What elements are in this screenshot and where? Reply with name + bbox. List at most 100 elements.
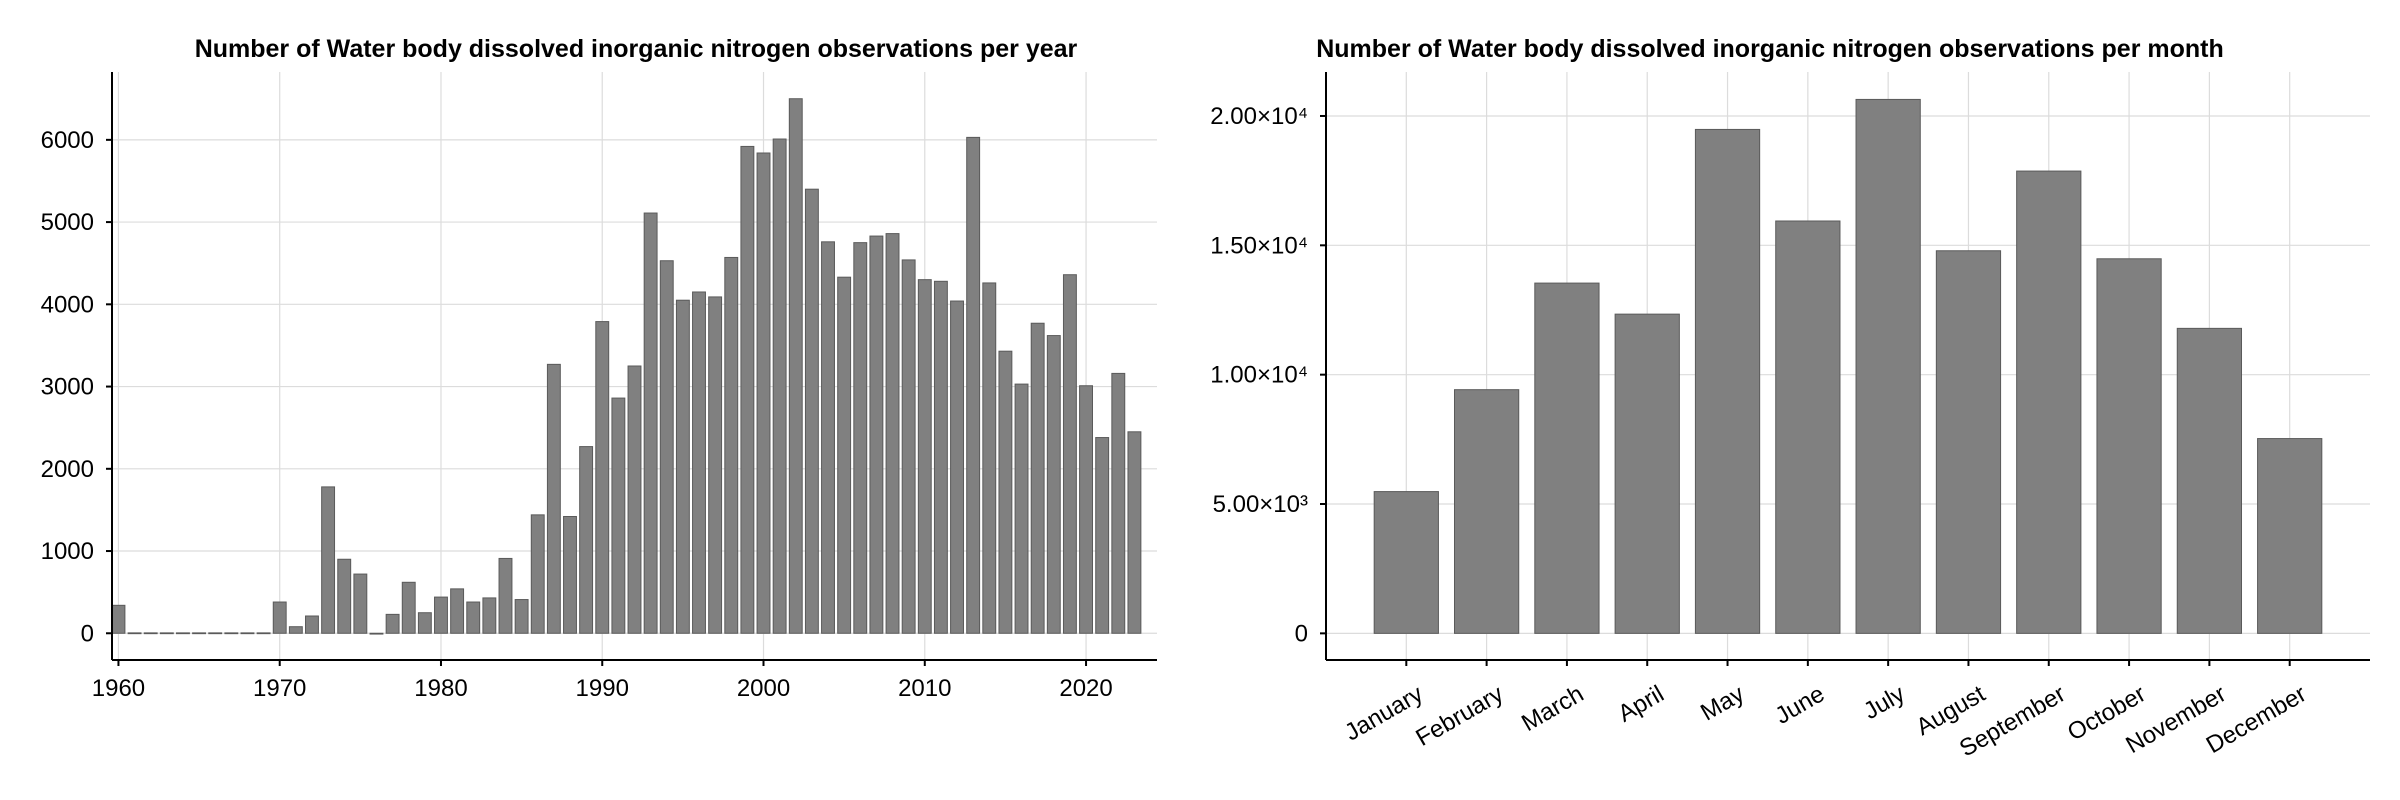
bar-year-1986 — [530, 514, 545, 634]
bar-year-1994 — [659, 260, 674, 634]
bar-year-1969 — [256, 632, 271, 635]
yearly-y-tick-label: 2000 — [41, 456, 94, 483]
bar-year-2004 — [821, 241, 835, 634]
bar-year-2010 — [917, 279, 932, 634]
bar-year-2020 — [1079, 385, 1093, 634]
bar-year-2017 — [1030, 322, 1045, 634]
bar-year-1989 — [579, 446, 594, 634]
yearly-y-tick-label: 5000 — [41, 209, 94, 236]
monthly-x-tick-label: February — [1411, 680, 1508, 751]
monthly-chart: Number of Water body dissolved inorganic… — [1210, 35, 2370, 762]
yearly-bars — [111, 98, 1142, 635]
monthly-x-tick-label: May — [1696, 680, 1749, 726]
bar-year-2006 — [853, 242, 868, 634]
bar-year-2018 — [1046, 335, 1061, 634]
monthly-chart-title: Number of Water body dissolved inorganic… — [1316, 35, 2224, 63]
bar-year-2007 — [869, 235, 884, 634]
bar-year-1977 — [385, 613, 400, 634]
bar-year-2011 — [933, 280, 948, 634]
bar-year-1997 — [708, 296, 723, 634]
bar-month-april — [1614, 313, 1680, 634]
bar-year-2005 — [837, 276, 852, 634]
bar-month-december — [2257, 438, 2323, 634]
bar-month-october — [2096, 258, 2162, 634]
bar-month-november — [2176, 327, 2243, 634]
bar-year-1998 — [724, 256, 739, 634]
bar-year-2008 — [885, 233, 900, 634]
yearly-y-tick-label: 3000 — [41, 374, 94, 401]
monthly-x-tick-label: January — [1340, 680, 1427, 746]
bar-year-1976 — [369, 632, 384, 635]
bar-year-1966 — [208, 632, 223, 635]
bar-year-1975 — [353, 573, 368, 634]
monthly-y-tick-label: 1.00×10⁴ — [1210, 362, 1308, 389]
monthly-axes — [1325, 72, 2370, 661]
yearly-x-tick-label: 1960 — [92, 675, 145, 702]
bar-year-2014 — [982, 282, 997, 634]
bar-year-1962 — [143, 632, 158, 635]
yearly-y-tick-label: 0 — [81, 620, 94, 647]
yearly-axes — [111, 72, 1157, 661]
bar-year-1993 — [643, 212, 658, 634]
bar-month-july — [1855, 98, 1921, 634]
bar-year-1984 — [498, 557, 513, 634]
yearly-ticks: 1960 1970 1980 1990 2000 2010 2020 0 1000 2000 300… — [41, 127, 1113, 702]
bar-year-1963 — [159, 632, 174, 635]
bar-year-1978 — [401, 581, 416, 634]
monthly-bars — [1373, 98, 2323, 634]
bar-month-march — [1534, 282, 1600, 634]
bar-year-2012 — [950, 300, 964, 634]
bar-month-may — [1694, 128, 1761, 634]
bar-year-1971 — [288, 626, 303, 634]
bar-year-2021 — [1095, 437, 1110, 634]
bar-year-1981 — [450, 588, 465, 634]
bar-year-1968 — [240, 632, 255, 635]
bar-year-1995 — [675, 299, 690, 634]
bar-year-1991 — [611, 397, 626, 634]
bar-year-1965 — [192, 632, 207, 635]
yearly-x-tick-label: 1990 — [576, 675, 629, 702]
bar-year-2001 — [772, 138, 787, 634]
bar-year-1964 — [176, 632, 190, 635]
bar-year-2009 — [901, 259, 916, 634]
yearly-y-tick-label: 1000 — [41, 538, 94, 565]
yearly-x-tick-label: 2020 — [1059, 675, 1112, 702]
bar-year-1970 — [272, 601, 287, 634]
monthly-x-tick-label: July — [1859, 680, 1909, 725]
bar-year-2015 — [998, 350, 1013, 634]
yearly-y-tick-label: 4000 — [41, 291, 94, 318]
yearly-chart-title: Number of Water body dissolved inorganic… — [195, 35, 1078, 63]
bar-year-1987 — [546, 363, 561, 634]
bar-year-1982 — [466, 601, 481, 634]
bar-month-september — [2016, 170, 2082, 634]
monthly-y-tick-label: 5.00×10³ — [1213, 491, 1308, 518]
bar-year-1967 — [224, 632, 239, 635]
bar-year-1999 — [740, 145, 755, 634]
bar-year-1972 — [305, 615, 319, 634]
yearly-y-tick-label: 6000 — [41, 127, 94, 154]
bar-year-1996 — [692, 291, 706, 634]
bar-month-august — [1935, 250, 2002, 634]
bar-year-1983 — [482, 597, 497, 634]
yearly-x-tick-label: 1970 — [253, 675, 306, 702]
bar-year-1974 — [337, 558, 352, 634]
bar-year-2019 — [1062, 274, 1077, 634]
bar-month-january — [1373, 491, 1439, 634]
bar-year-1992 — [627, 365, 642, 634]
bar-year-2016 — [1014, 383, 1029, 634]
bar-month-june — [1775, 220, 1841, 634]
bar-year-2013 — [966, 136, 981, 634]
bar-year-1960 — [111, 604, 126, 634]
bar-year-2000 — [756, 152, 771, 634]
monthly-x-tick-label: June — [1771, 680, 1830, 729]
yearly-x-tick-label: 2000 — [737, 675, 790, 702]
bar-year-2023 — [1127, 431, 1142, 634]
yearly-x-tick-label: 1980 — [414, 675, 467, 702]
bar-year-1973 — [321, 486, 336, 634]
bar-month-february — [1453, 389, 1520, 634]
bar-year-1985 — [514, 599, 529, 634]
bar-year-1980 — [434, 596, 448, 634]
bar-year-1979 — [417, 612, 432, 634]
bar-year-1961 — [127, 632, 142, 635]
